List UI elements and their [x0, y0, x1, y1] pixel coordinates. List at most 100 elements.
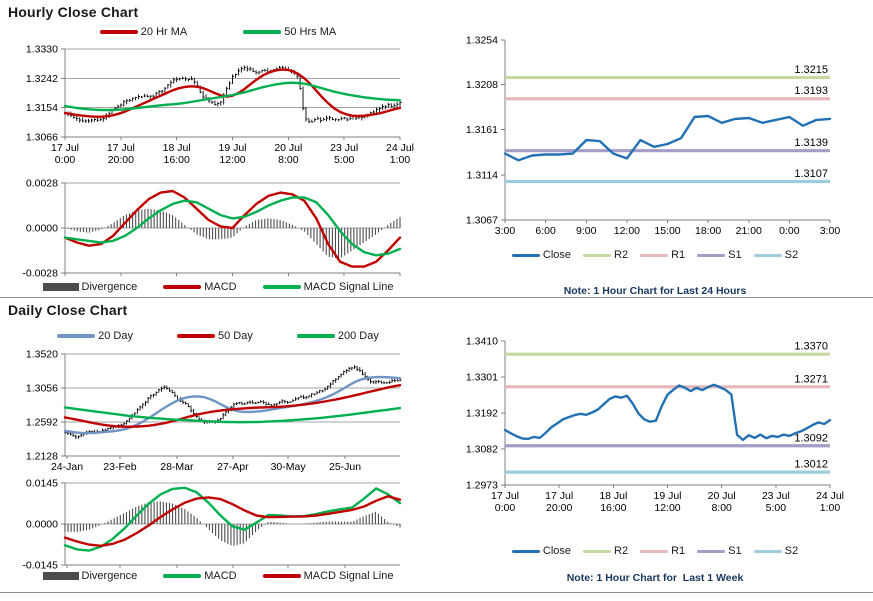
svg-text:23 Jul: 23 Jul: [330, 142, 358, 154]
svg-text:1.3271: 1.3271: [794, 373, 828, 385]
svg-text:-0.0028: -0.0028: [22, 268, 58, 279]
svg-text:1.3254: 1.3254: [466, 35, 498, 47]
svg-text:0.0028: 0.0028: [26, 178, 58, 190]
svg-text:18 Jul: 18 Jul: [163, 142, 191, 154]
legend-item-r2: R2: [583, 249, 628, 261]
svg-text:-0.0145: -0.0145: [22, 560, 58, 572]
legend-item-macd-signal-daily: MACD Signal Line: [262, 570, 393, 582]
legend-item-20hr-ma: 20 Hr MA: [99, 26, 187, 38]
svg-text:1.3107: 1.3107: [794, 168, 828, 180]
svg-text:1.2128: 1.2128: [26, 451, 58, 463]
svg-text:5:00: 5:00: [334, 154, 355, 166]
svg-text:30-May: 30-May: [271, 461, 307, 473]
s1-weekly-swatch-icon: [697, 549, 726, 553]
legend-item-close-weekly: Close: [511, 545, 571, 557]
svg-text:21:00: 21:00: [736, 225, 762, 237]
hourly-macd-legend: Divergence MACD MACD Signal Line: [0, 281, 436, 293]
svg-text:23-Feb: 23-Feb: [103, 461, 136, 473]
legend-item-s2: S2: [753, 249, 798, 261]
macd-daily-swatch-icon: [163, 574, 202, 578]
legend-item-r1: R1: [640, 249, 685, 261]
legend-item-divergence: Divergence: [42, 281, 137, 293]
hourly-pivot-note: Note: 1 Hour Chart for Last 24 Hours: [563, 285, 747, 297]
svg-text:19 Jul: 19 Jul: [218, 142, 246, 154]
svg-text:1.3066: 1.3066: [26, 132, 58, 144]
svg-text:8:00: 8:00: [711, 502, 732, 514]
svg-text:25-Jun: 25-Jun: [329, 461, 361, 473]
svg-text:23 Jul: 23 Jul: [762, 490, 790, 502]
svg-text:1.3208: 1.3208: [466, 79, 498, 91]
svg-text:0:00: 0:00: [55, 154, 76, 166]
legend-item-r2-weekly: R2: [583, 545, 628, 557]
legend-item-macd: MACD: [163, 281, 237, 293]
svg-text:16:00: 16:00: [164, 154, 190, 166]
macd-signal-daily-swatch-icon: [262, 574, 301, 578]
svg-text:0.0000: 0.0000: [26, 519, 58, 531]
legend-item-50hrs-ma: 50 Hrs MA: [243, 26, 336, 38]
legend-item-macd-daily: MACD: [163, 570, 237, 582]
svg-text:0.0000: 0.0000: [26, 223, 58, 235]
macd-signal-swatch-icon: [262, 285, 301, 289]
svg-text:1.3161: 1.3161: [466, 124, 498, 136]
hourly-section-title: Hourly Close Chart: [8, 4, 139, 20]
legend-item-divergence-daily: Divergence: [42, 570, 137, 582]
svg-text:28-Mar: 28-Mar: [160, 461, 194, 473]
svg-text:1.3082: 1.3082: [466, 444, 498, 456]
svg-text:12:00: 12:00: [654, 502, 680, 514]
macd-swatch-icon: [163, 285, 202, 289]
svg-text:1.3192: 1.3192: [466, 407, 498, 419]
svg-text:20:00: 20:00: [546, 502, 572, 514]
svg-text:19 Jul: 19 Jul: [653, 490, 681, 502]
svg-text:12:00: 12:00: [219, 154, 245, 166]
hourly-pivot-chart: 1.3254 1.3208 1.3161 1.3114 1.3067 3:00 6:00 9:…: [437, 30, 873, 244]
close-swatch-icon: [511, 253, 540, 257]
svg-text:1.3193: 1.3193: [794, 85, 828, 97]
legend-item-s2-weekly: S2: [753, 545, 798, 557]
r1-weekly-swatch-icon: [640, 549, 669, 553]
svg-text:16:00: 16:00: [600, 502, 626, 514]
svg-text:24 Jul: 24 Jul: [816, 490, 844, 502]
daily-macd-chart: 0.0145 0.0000 -0.0145: [0, 476, 436, 572]
20day-swatch-icon: [57, 334, 96, 338]
s1-swatch-icon: [697, 253, 726, 257]
svg-text:1.3139: 1.3139: [794, 137, 828, 149]
svg-text:3:00: 3:00: [820, 225, 841, 237]
svg-text:1.3330: 1.3330: [26, 44, 58, 56]
svg-text:5:00: 5:00: [766, 502, 787, 514]
svg-text:3:00: 3:00: [495, 225, 516, 237]
svg-text:17 Jul: 17 Jul: [107, 142, 135, 154]
svg-text:0.0145: 0.0145: [26, 478, 58, 490]
legend-item-50day: 50 Day: [177, 330, 253, 342]
svg-text:20:00: 20:00: [108, 154, 134, 166]
legend-item-s1-weekly: S1: [697, 545, 742, 557]
weekly-pivot-chart: 1.3410 1.3301 1.3192 1.3082 1.2973 17 Jul 0:00…: [437, 330, 873, 530]
hourly-pivot-legend: Close R2 R1 S1 S2: [437, 249, 873, 261]
svg-text:15:00: 15:00: [654, 225, 680, 237]
hourly-price-chart: 1.3330 1.3242 1.3154 1.3066 17 Jul 0:00 17 Jul…: [0, 40, 436, 170]
svg-text:27-Apr: 27-Apr: [217, 461, 249, 473]
svg-text:1.3520: 1.3520: [26, 349, 58, 361]
divergence-daily-swatch-icon: [42, 572, 79, 580]
svg-text:1.2592: 1.2592: [26, 417, 58, 429]
svg-text:17 Jul: 17 Jul: [545, 490, 573, 502]
svg-text:1:00: 1:00: [820, 502, 841, 514]
svg-text:1.3154: 1.3154: [26, 102, 58, 114]
svg-text:1.3067: 1.3067: [466, 215, 498, 227]
svg-text:18:00: 18:00: [695, 225, 721, 237]
svg-text:24-Jan: 24-Jan: [51, 461, 83, 473]
weekly-pivot-note: Note: 1 Hour Chart for Last 1 Week: [566, 572, 744, 584]
s2-swatch-icon: [753, 253, 782, 257]
legend-item-macd-signal: MACD Signal Line: [262, 281, 393, 293]
legend-item-20day: 20 Day: [57, 330, 133, 342]
svg-text:1.3410: 1.3410: [466, 336, 498, 348]
svg-text:1.3056: 1.3056: [26, 383, 58, 395]
legend-item-200day: 200 Day: [296, 330, 379, 342]
divergence-swatch-icon: [42, 283, 79, 291]
r2-swatch-icon: [583, 253, 612, 257]
r2-weekly-swatch-icon: [583, 549, 612, 553]
daily-price-chart: 1.3520 1.3056 1.2592 1.2128 24-Jan 23-Feb 28-M…: [0, 344, 436, 476]
svg-text:1.3092: 1.3092: [794, 432, 828, 444]
50hrs-ma-swatch-icon: [243, 30, 282, 34]
svg-text:1:00: 1:00: [390, 154, 411, 166]
